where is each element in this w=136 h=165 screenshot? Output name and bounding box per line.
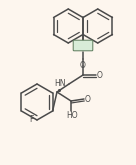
Text: O: O: [85, 95, 91, 103]
Text: Abs: Abs: [77, 44, 89, 49]
Text: O: O: [97, 70, 103, 80]
Text: HO: HO: [66, 111, 78, 119]
FancyBboxPatch shape: [73, 40, 93, 51]
Text: HN: HN: [55, 79, 66, 87]
Text: F: F: [29, 115, 33, 125]
Text: O: O: [80, 62, 86, 70]
